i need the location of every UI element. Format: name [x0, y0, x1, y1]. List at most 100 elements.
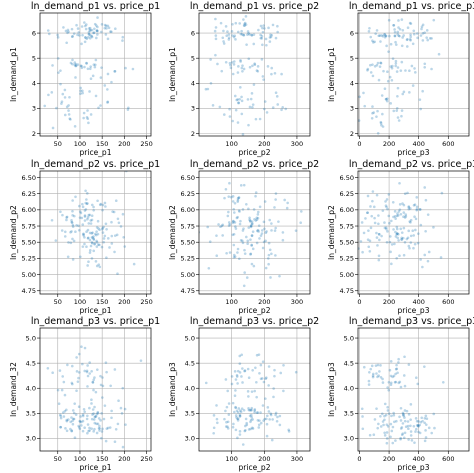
data-point [405, 409, 409, 413]
data-point [227, 38, 231, 41]
data-point [408, 91, 411, 94]
data-point [389, 374, 393, 378]
data-point [402, 414, 405, 418]
data-point [393, 210, 397, 213]
data-point [390, 429, 394, 433]
data-point [400, 433, 404, 437]
data-point [123, 245, 127, 248]
data-point [397, 34, 401, 38]
data-point [239, 409, 242, 413]
data-point [259, 377, 263, 381]
data-point [61, 213, 64, 217]
x-tick-label: 200 [383, 298, 395, 306]
data-point [215, 404, 218, 407]
data-point [389, 102, 392, 105]
data-point [375, 236, 379, 239]
data-point [407, 207, 411, 211]
data-point [366, 238, 370, 241]
data-point [82, 234, 85, 237]
data-point [397, 381, 401, 385]
data-point [261, 43, 264, 47]
data-point [218, 105, 222, 109]
data-point [243, 21, 247, 25]
data-point [411, 229, 415, 233]
data-point [274, 413, 277, 417]
data-point [99, 104, 102, 107]
x-axis-label: price_p2 [239, 306, 271, 315]
y-tick-label: 5 [191, 54, 195, 62]
data-point [375, 372, 378, 375]
data-point [86, 192, 89, 195]
data-point [385, 99, 389, 103]
data-point [71, 422, 75, 426]
data-point [419, 420, 423, 424]
data-point [398, 203, 402, 206]
data-point [387, 193, 391, 196]
data-point [234, 406, 238, 410]
data-point [224, 409, 227, 413]
data-point [233, 255, 237, 258]
data-point [66, 363, 69, 367]
data-point [110, 242, 114, 245]
axes-frame [198, 170, 311, 295]
data-point [233, 201, 237, 205]
data-point [86, 385, 89, 388]
data-point [73, 125, 77, 128]
data-point [247, 226, 251, 229]
data-point [236, 382, 239, 385]
data-point [249, 238, 252, 241]
data-point [212, 431, 215, 435]
data-point [384, 204, 388, 207]
data-point [231, 195, 235, 198]
data-point [250, 234, 254, 238]
data-point [90, 203, 94, 207]
data-point [80, 66, 84, 70]
data-point [233, 34, 237, 37]
data-point [240, 375, 243, 378]
data-point [401, 36, 404, 39]
data-point [227, 210, 230, 214]
data-point [398, 415, 401, 419]
data-point [100, 245, 104, 249]
y-tick-label: 4.75 [22, 287, 36, 295]
data-point [370, 116, 374, 120]
data-point [233, 94, 237, 98]
x-tick-label: 150 [96, 298, 108, 306]
data-point [88, 26, 92, 30]
data-point [79, 92, 82, 96]
data-point [101, 227, 104, 231]
data-point [116, 422, 120, 426]
data-point [75, 356, 78, 359]
x-tick-label: 200 [258, 140, 270, 148]
data-point [261, 26, 264, 30]
data-point [408, 69, 411, 73]
data-point [395, 227, 399, 231]
data-point [67, 113, 71, 116]
data-point [269, 35, 273, 39]
data-point [278, 274, 281, 278]
data-point [274, 192, 278, 195]
x-axis-label: price_p1 [80, 306, 112, 315]
data-point [88, 372, 92, 375]
data-point [252, 208, 256, 211]
data-point [113, 250, 116, 254]
data-point [371, 199, 374, 203]
data-point [90, 398, 93, 402]
data-point [281, 105, 285, 109]
data-point [381, 112, 384, 116]
data-point [430, 67, 433, 71]
data-point [409, 22, 413, 25]
data-point [86, 217, 89, 221]
data-point [414, 427, 418, 431]
data-point [101, 384, 105, 388]
data-point [95, 29, 99, 32]
data-point [90, 417, 94, 421]
x-tick-label: 300 [291, 140, 303, 148]
data-point [403, 419, 407, 423]
y-axis-label: ln_demand_p1 [327, 47, 336, 102]
data-point [400, 114, 403, 118]
data-point [234, 38, 237, 41]
scatter-points [50, 171, 136, 276]
data-point [77, 31, 81, 34]
data-point [409, 241, 413, 244]
